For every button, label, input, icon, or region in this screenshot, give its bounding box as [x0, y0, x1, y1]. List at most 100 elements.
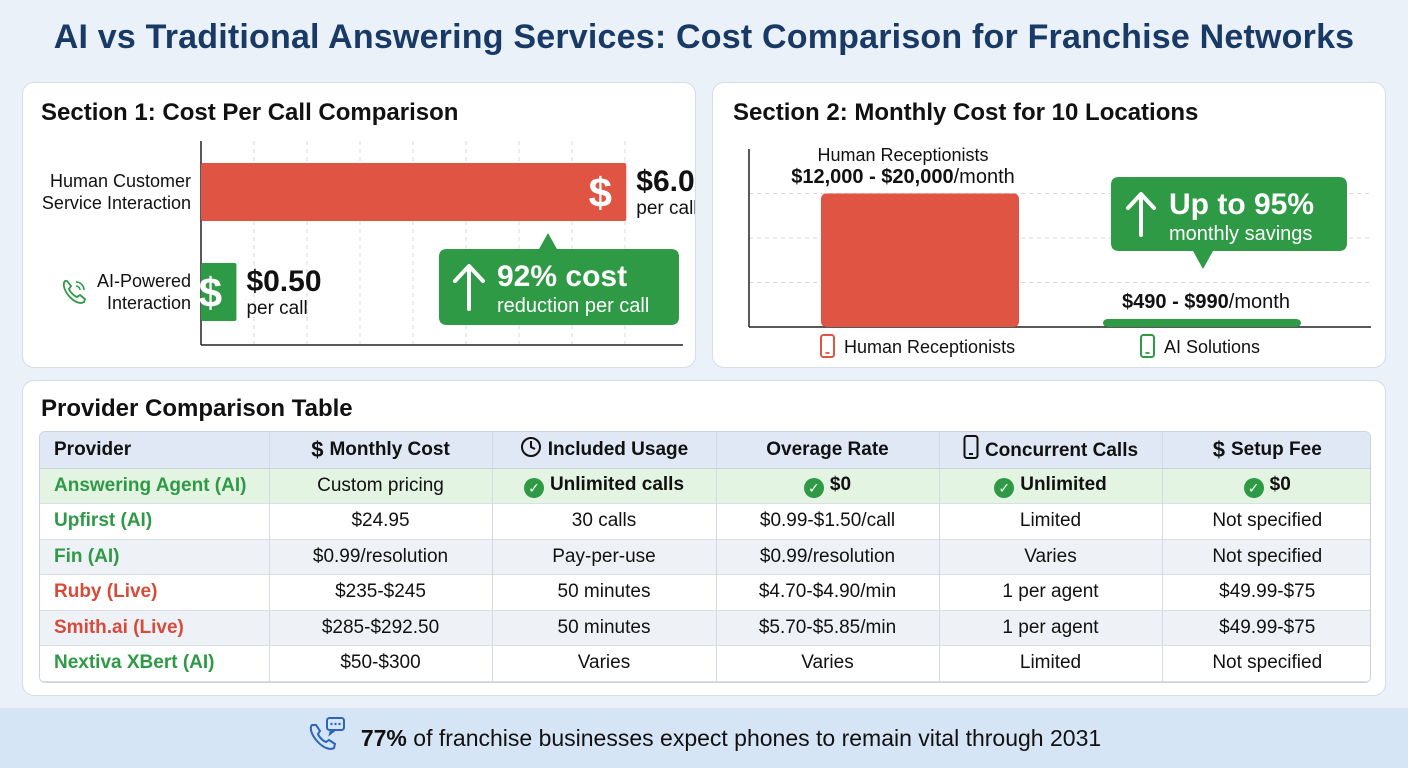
table-cell: Not specified: [1162, 503, 1370, 539]
bar: [821, 193, 1019, 327]
footer-banner: 77% of franchise businesses expect phone…: [0, 708, 1408, 768]
footer-highlight: 77%: [360, 724, 407, 751]
table-row: Fin (AI) $0.99/resolution Pay-per-use $0.99…: [40, 539, 1370, 575]
table-cell: $5.70-$5.85/min: [716, 610, 940, 646]
smartphone-icon: [963, 434, 979, 465]
dollar-icon: $: [1212, 436, 1225, 462]
table-row: Ruby (Live) $235-$245 50 minutes $4.70-$4.9…: [40, 574, 1370, 610]
ai-bar-range: $490 - $990: [1122, 291, 1229, 313]
callout-main: 92% cost: [497, 260, 627, 293]
legend-ai-label: AI Solutions: [1164, 337, 1260, 357]
phone-chat-icon: [307, 716, 347, 760]
value-label: $0.50: [246, 265, 321, 298]
legend-ai: AI Solutions: [1140, 334, 1260, 358]
provider-cell: Smith.ai (Live): [40, 610, 270, 646]
reduction-callout: 92% cost reduction per call: [439, 233, 679, 325]
bar: [201, 263, 237, 321]
value-label: $6.00: [636, 165, 695, 198]
human-bar-label: Human Receptionists: [817, 145, 988, 165]
savings-callout: Up to 95% monthly savings: [1111, 177, 1347, 269]
column-header: $ Monthly Cost: [269, 432, 493, 469]
footer-body: of franchise businesses expect phones to…: [406, 724, 1102, 751]
column-header-label: Monthly Cost: [329, 438, 450, 460]
table-cell: 50 minutes: [492, 574, 717, 610]
smartphone-icon: [1140, 334, 1155, 358]
column-header: Overage Rate: [716, 432, 940, 469]
cost-per-call-card: Section 1: Cost Per Call Comparison Huma…: [22, 82, 696, 368]
check-circle-icon: ✓: [803, 477, 824, 498]
table-cell: ✓ Unlimited calls: [492, 468, 717, 504]
table-cell: Varies: [939, 539, 1163, 575]
category-label: Interaction: [107, 293, 191, 313]
page-title: AI vs Traditional Answering Services: Co…: [53, 18, 1355, 56]
table-cell: Limited: [939, 645, 1163, 681]
table-title: Provider Comparison Table: [41, 395, 353, 422]
provider-table: Provider $ Monthly Cost Included Usage Overa…: [39, 431, 1371, 683]
callout-main: Up to 95%: [1169, 188, 1314, 221]
callout-sub: reduction per call: [497, 295, 649, 317]
table-cell: 1 per agent: [939, 610, 1163, 646]
arrow-up-icon: [453, 264, 485, 311]
table-cell: Varies: [716, 645, 940, 681]
section2-title: Section 2: Monthly Cost for 10 Locations: [733, 99, 1199, 126]
human-bar-range: $12,000 - $20,000: [791, 166, 953, 188]
column-header: Concurrent Calls: [939, 432, 1163, 469]
table-row: Answering Agent (AI) Custom pricing ✓ Unlim…: [40, 468, 1370, 504]
monthly-cost-chart: Human Receptionists $12,000 - $20,000/mo…: [748, 145, 1371, 358]
table-cell: $24.95: [269, 503, 493, 539]
provider-cell: Answering Agent (AI): [40, 468, 270, 504]
legend-human: Human Receptionists: [820, 334, 1015, 358]
arrow-up-icon: [1126, 192, 1156, 237]
phone-icon: [62, 280, 87, 304]
ai-bar-value: $490 - $990/month: [1122, 291, 1290, 313]
unit-label: per call: [246, 298, 307, 319]
provider-cell: Ruby (Live): [40, 574, 270, 610]
table-cell: 30 calls: [492, 503, 717, 539]
unit-label: per call: [636, 198, 695, 219]
table-cell: $50-$300: [269, 645, 493, 681]
category-label: Human Customer: [50, 171, 191, 191]
table-cell: ✓ $0: [716, 468, 940, 504]
column-header-label: Overage Rate: [766, 438, 889, 460]
clock-icon: [520, 436, 542, 464]
smartphone-icon: [820, 334, 835, 358]
check-circle-icon: ✓: [523, 477, 544, 498]
footer-text: 77% of franchise businesses expect phone…: [361, 725, 1101, 752]
table-cell: $0.99-$1.50/call: [716, 503, 940, 539]
dollar-icon: $: [199, 269, 222, 316]
section1-title: Section 1: Cost Per Call Comparison: [41, 99, 459, 126]
table-cell: $235-$245: [269, 574, 493, 610]
bar: [201, 163, 627, 221]
table-body: Answering Agent (AI) Custom pricing ✓ Unlim…: [40, 468, 1370, 681]
column-header: $ Setup Fee: [1162, 432, 1370, 469]
table-cell: Not specified: [1162, 539, 1370, 575]
dollar-icon: $: [589, 169, 612, 216]
table-row: Upfirst (AI) $24.95 30 calls $0.99-$1.50/ca…: [40, 503, 1370, 539]
monthly-cost-card: Section 2: Monthly Cost for 10 Locations…: [712, 82, 1386, 368]
table-header-row: Provider $ Monthly Cost Included Usage Overa…: [40, 432, 1370, 469]
table-cell: Custom pricing: [269, 468, 493, 504]
dollar-icon: $: [311, 436, 324, 462]
table-cell: $0.99/resolution: [269, 539, 493, 575]
table-cell: $285-$292.50: [269, 610, 493, 646]
human-bar-unit: /month: [954, 166, 1015, 188]
table-cell: 50 minutes: [492, 610, 717, 646]
column-header-label: Setup Fee: [1230, 438, 1322, 460]
table-cell: 1 per agent: [939, 574, 1163, 610]
table-row: Smith.ai (Live) $285-$292.50 50 minutes $5.…: [40, 610, 1370, 646]
table-cell: ✓ Unlimited: [939, 468, 1163, 504]
table-cell: $0.99/resolution: [716, 539, 940, 575]
column-header: Provider: [40, 432, 270, 469]
check-circle-icon: ✓: [994, 477, 1015, 498]
table-cell: Not specified: [1162, 645, 1370, 681]
table-cell: Pay-per-use: [492, 539, 717, 575]
category-label: Service Interaction: [42, 193, 191, 213]
ai-bar-unit: /month: [1229, 291, 1290, 313]
table-row: Nextiva XBert (AI) $50-$300 Varies Varies Li…: [40, 645, 1370, 681]
provider-table-card: Provider Comparison Table Provider $ Month…: [22, 380, 1386, 696]
table-cell: Limited: [939, 503, 1163, 539]
provider-cell: Nextiva XBert (AI): [40, 645, 270, 681]
table-cell: $49.99-$75: [1162, 574, 1370, 610]
column-header-label: Provider: [54, 438, 132, 460]
check-circle-icon: ✓: [1243, 477, 1264, 498]
